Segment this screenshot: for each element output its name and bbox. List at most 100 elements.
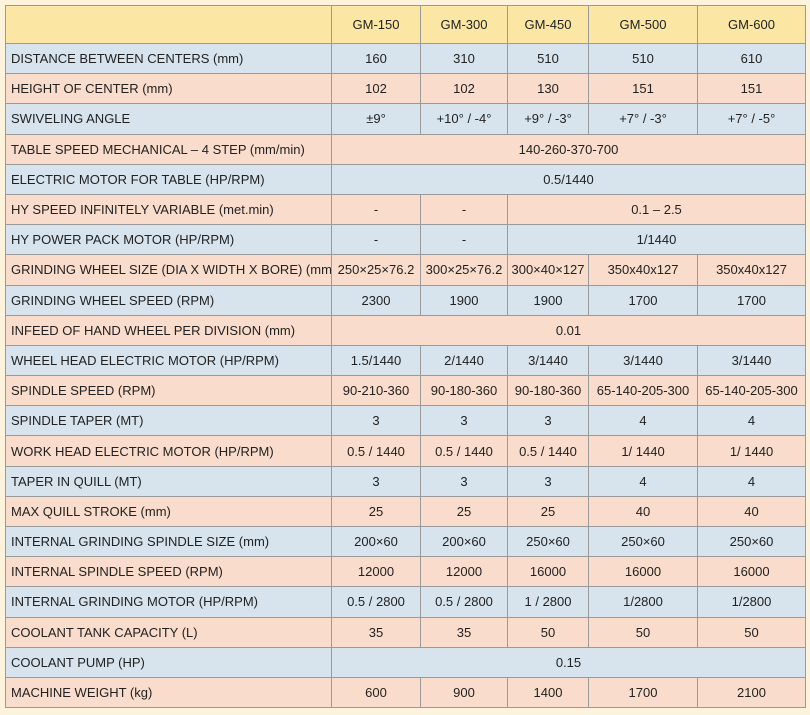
cell: 600 [331,676,421,709]
cell: 0.01 [331,314,806,346]
row-label: GRINDING WHEEL SIZE (DIA X WIDTH X BORE)… [5,254,332,286]
cell: 2300 [331,284,421,316]
table-row: SWIVELING ANGLE ±9° +10° / -4° +9° / -3° +7°… [5,103,806,135]
table-row: INTERNAL SPINDLE SPEED (RPM) 12000 12000 16… [5,556,806,588]
row-label: INFEED OF HAND WHEEL PER DIVISION (mm) [5,314,332,346]
table-row: GRINDING WHEEL SPEED (RPM) 2300 1900 1900 17… [5,284,806,316]
cell: 50 [507,616,589,648]
cell: 1/1440 [507,224,806,256]
cell: 0.15 [331,646,806,678]
cell: 25 [507,495,589,528]
cell: 130 [507,73,589,105]
spec-table: GM-150 GM-300 GM-450 GM-500 GM-600 DISTA… [5,5,806,709]
table-row: DISTANCE BETWEEN CENTERS (mm) 160 310 510 51… [5,42,806,75]
cell: 610 [697,42,806,75]
cell: 1/2800 [697,586,806,618]
cell: 300×25×76.2 [420,254,508,286]
cell: - [331,224,421,256]
cell: 3 [331,465,421,497]
cell: 40 [588,495,698,528]
cell: 90-180-360 [507,375,589,407]
table-body: DISTANCE BETWEEN CENTERS (mm) 160 310 510 51… [5,42,806,709]
cell: 3/1440 [588,344,698,377]
cell: 1.5/1440 [331,344,421,377]
header-cell: GM-450 [507,5,589,44]
cell: 2100 [697,676,806,709]
cell: - [420,224,508,256]
cell: 250×60 [588,525,698,558]
cell: 25 [331,495,421,528]
row-label: HEIGHT OF CENTER (mm) [5,73,332,105]
cell: 0.5 / 2800 [420,586,508,618]
cell: 3 [507,465,589,497]
cell: 3 [420,465,508,497]
row-label: MACHINE WEIGHT (kg) [5,676,332,709]
row-label: WHEEL HEAD ELECTRIC MOTOR (HP/RPM) [5,344,332,377]
cell: 510 [588,42,698,75]
table-row: ELECTRIC MOTOR FOR TABLE (HP/RPM) 0.5/144… [5,163,806,195]
cell: 1/ 1440 [588,435,698,467]
cell: 151 [697,73,806,105]
table-row: INTERNAL GRINDING SPINDLE SIZE (mm) 200×6… [5,525,806,558]
cell: 1900 [420,284,508,316]
cell: 3/1440 [507,344,589,377]
table-row: MACHINE WEIGHT (kg) 600 900 1400 1700 2100 [5,676,806,709]
cell: 0.5 / 2800 [331,586,421,618]
cell: +10° / -4° [420,103,508,135]
table-row: WHEEL HEAD ELECTRIC MOTOR (HP/RPM) 1.5/14… [5,344,806,377]
cell: 3 [507,405,589,437]
cell: 510 [507,42,589,75]
table-row: HY POWER PACK MOTOR (HP/RPM) - -1/1440 [5,224,806,256]
cell: 50 [697,616,806,648]
cell: +7° / -5° [697,103,806,135]
cell: 200×60 [331,525,421,558]
row-label: HY POWER PACK MOTOR (HP/RPM) [5,224,332,256]
cell: 40 [697,495,806,528]
row-label: DISTANCE BETWEEN CENTERS (mm) [5,42,332,75]
cell: 90-210-360 [331,375,421,407]
cell: 160 [331,42,421,75]
cell: 2/1440 [420,344,508,377]
cell: 1400 [507,676,589,709]
cell: 250×25×76.2 [331,254,421,286]
table-row: TAPER IN QUILL (MT) 3 3 3 4 4 [5,465,806,497]
row-label: MAX QUILL STROKE (mm) [5,495,332,528]
cell: +7° / -3° [588,103,698,135]
header-row: GM-150 GM-300 GM-450 GM-500 GM-600 [5,5,806,44]
cell: 16000 [697,556,806,588]
row-label: INTERNAL GRINDING SPINDLE SIZE (mm) [5,525,332,558]
table-row: TABLE SPEED MECHANICAL – 4 STEP (mm/min)… [5,133,806,165]
header-cell: GM-600 [697,5,806,44]
row-label: ELECTRIC MOTOR FOR TABLE (HP/RPM) [5,163,332,195]
cell: 1900 [507,284,589,316]
table-row: SPINDLE SPEED (RPM) 90-210-360 90-180-360 9… [5,375,806,407]
header-cell: GM-150 [331,5,421,44]
cell: ±9° [331,103,421,135]
table-row: MAX QUILL STROKE (mm) 25 25 25 40 40 [5,495,806,528]
cell: 350x40x127 [697,254,806,286]
cell: +9° / -3° [507,103,589,135]
cell: 350x40x127 [588,254,698,286]
row-label: TABLE SPEED MECHANICAL – 4 STEP (mm/min) [5,133,332,165]
cell: 1/ 1440 [697,435,806,467]
cell: 4 [588,465,698,497]
cell: 151 [588,73,698,105]
cell: 4 [697,465,806,497]
cell: 140-260-370-700 [331,133,806,165]
cell: 1700 [588,284,698,316]
cell: 65-140-205-300 [697,375,806,407]
cell: - [331,193,421,226]
cell: 900 [420,676,508,709]
table-row: HY SPEED INFINITELY VARIABLE (met.min) - -… [5,193,806,226]
cell: 4 [588,405,698,437]
table-row: GRINDING WHEEL SIZE (DIA X WIDTH X BORE)… [5,254,806,286]
row-label: INTERNAL SPINDLE SPEED (RPM) [5,556,332,588]
cell: 65-140-205-300 [588,375,698,407]
cell: 3/1440 [697,344,806,377]
cell: 4 [697,405,806,437]
table-row: INTERNAL GRINDING MOTOR (HP/RPM) 0.5 / 28… [5,586,806,618]
cell: 35 [331,616,421,648]
table-row: WORK HEAD ELECTRIC MOTOR (HP/RPM) 0.5 / 1… [5,435,806,467]
row-label: INTERNAL GRINDING MOTOR (HP/RPM) [5,586,332,618]
